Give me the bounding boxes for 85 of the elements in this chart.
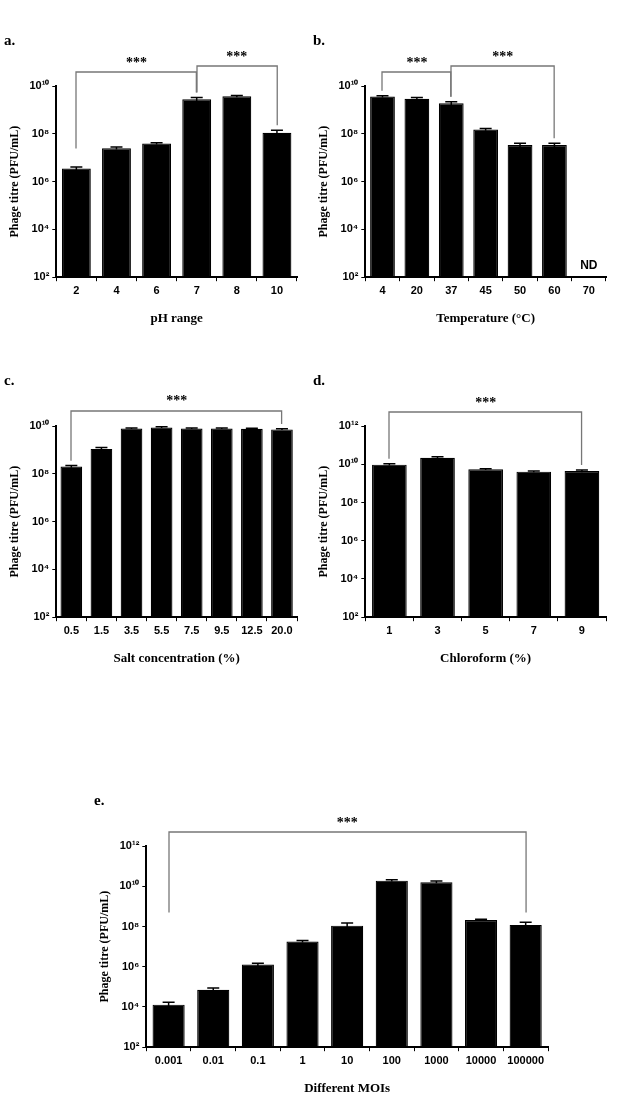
text: *** — [492, 48, 514, 64]
y-tick-label: 10² — [33, 270, 50, 283]
y-tick-label: 10¹⁰ — [29, 79, 50, 92]
x-tick-label: 20 — [410, 283, 423, 296]
x-tick-label: 100 — [382, 1053, 401, 1066]
chart-title: c. — [4, 371, 15, 388]
x-tick-label: 20.0 — [271, 623, 293, 636]
x-tick-label: 5 — [482, 623, 489, 636]
y-tick-label: 10⁶ — [340, 533, 359, 546]
y-tick-label: 10⁴ — [340, 571, 359, 584]
x-tick-label: 12.5 — [241, 623, 263, 636]
x-axis-title: Different MOIs — [304, 1079, 391, 1095]
x-tick-label: 0.01 — [202, 1053, 224, 1066]
text: *** — [126, 54, 148, 70]
y-tick-label: 10⁴ — [121, 999, 140, 1012]
x-tick-label: 9 — [578, 623, 585, 636]
y-tick-label: 10⁶ — [340, 174, 359, 187]
x-tick-label: 8 — [233, 283, 240, 296]
x-tick-label: 7 — [530, 623, 537, 636]
y-tick-label: 10⁴ — [340, 222, 359, 235]
y-tick-label: 10⁸ — [121, 919, 140, 932]
x-tick-label: 10 — [270, 283, 284, 296]
x-axis-title: Salt concentration (%) — [113, 649, 240, 665]
y-tick-label: 10² — [123, 1040, 140, 1053]
y-axis-title: Phage titre (PFU/mL) — [7, 465, 22, 578]
x-tick-label: 7.5 — [184, 623, 200, 636]
x-tick-label: 1000 — [424, 1053, 449, 1066]
y-tick-label: 10⁸ — [340, 126, 359, 139]
text: *** — [166, 393, 188, 409]
y-tick-label: 10¹⁰ — [119, 879, 140, 892]
x-tick-label: 3.5 — [123, 623, 140, 636]
y-tick-label: 10⁸ — [31, 466, 50, 479]
y-tick-label: 10⁴ — [31, 562, 50, 575]
x-axis-title: Temperature (°C) — [436, 309, 536, 325]
x-tick-label: 0.5 — [63, 623, 79, 636]
chart-title: b. — [313, 31, 326, 48]
text: *** — [336, 814, 358, 830]
x-tick-label: 1 — [299, 1053, 306, 1066]
y-tick-label: 10⁸ — [340, 495, 359, 508]
y-axis-title: Phage titre (PFU/mL) — [97, 890, 112, 1003]
y-tick-label: 10² — [342, 610, 359, 623]
x-tick-label: 10 — [341, 1053, 354, 1066]
text: *** — [226, 48, 248, 64]
x-tick-label: 60 — [548, 283, 561, 296]
x-axis-title: Chloroform (%) — [440, 649, 532, 665]
x-tick-label: 45 — [479, 283, 492, 296]
x-tick-label: 3 — [434, 623, 441, 636]
x-tick-label: 1.5 — [93, 623, 110, 636]
x-tick-label: 70 — [582, 283, 595, 296]
x-tick-label: 5.5 — [153, 623, 170, 636]
x-tick-label: 4 — [379, 283, 387, 296]
x-axis-title: pH range — [150, 309, 204, 325]
x-tick-label: 2 — [73, 283, 80, 296]
y-tick-label: 10¹² — [338, 419, 359, 432]
text: *** — [475, 394, 497, 410]
y-axis-title: Phage titre (PFU/mL) — [316, 125, 331, 238]
y-axis-title: Phage titre (PFU/mL) — [7, 125, 22, 238]
y-tick-label: 10¹⁰ — [338, 79, 359, 92]
y-tick-label: 10⁶ — [121, 959, 140, 972]
x-tick-label: 50 — [513, 283, 527, 296]
chart-title: d. — [313, 371, 326, 388]
y-tick-label: 10⁶ — [31, 174, 50, 187]
y-tick-label: 10² — [342, 270, 359, 283]
y-tick-label: 10¹⁰ — [338, 457, 359, 470]
x-tick-label: 9.5 — [214, 623, 230, 636]
y-tick-label: 10¹⁰ — [29, 419, 50, 432]
x-tick-label: 0.1 — [250, 1053, 266, 1066]
x-tick-label: 4 — [113, 283, 121, 296]
y-tick-label: 10² — [33, 610, 50, 623]
y-tick-label: 10¹² — [119, 839, 140, 852]
chart-title: e. — [94, 791, 105, 808]
y-axis-title: Phage titre (PFU/mL) — [316, 465, 331, 578]
x-tick-label: 10000 — [465, 1053, 497, 1066]
x-tick-label: 37 — [445, 283, 458, 296]
x-tick-label: 7 — [193, 283, 200, 296]
y-tick-label: 10⁶ — [31, 514, 50, 527]
chart-title: a. — [4, 31, 16, 48]
x-tick-label: 100000 — [507, 1053, 545, 1066]
text: *** — [406, 54, 428, 70]
x-tick-label: 0.001 — [154, 1053, 183, 1066]
y-tick-label: 10⁸ — [31, 126, 50, 139]
x-tick-label: 1 — [386, 623, 393, 636]
x-tick-label: 6 — [153, 283, 160, 296]
y-tick-label: 10⁴ — [31, 222, 50, 235]
annotation: ND — [580, 257, 598, 272]
